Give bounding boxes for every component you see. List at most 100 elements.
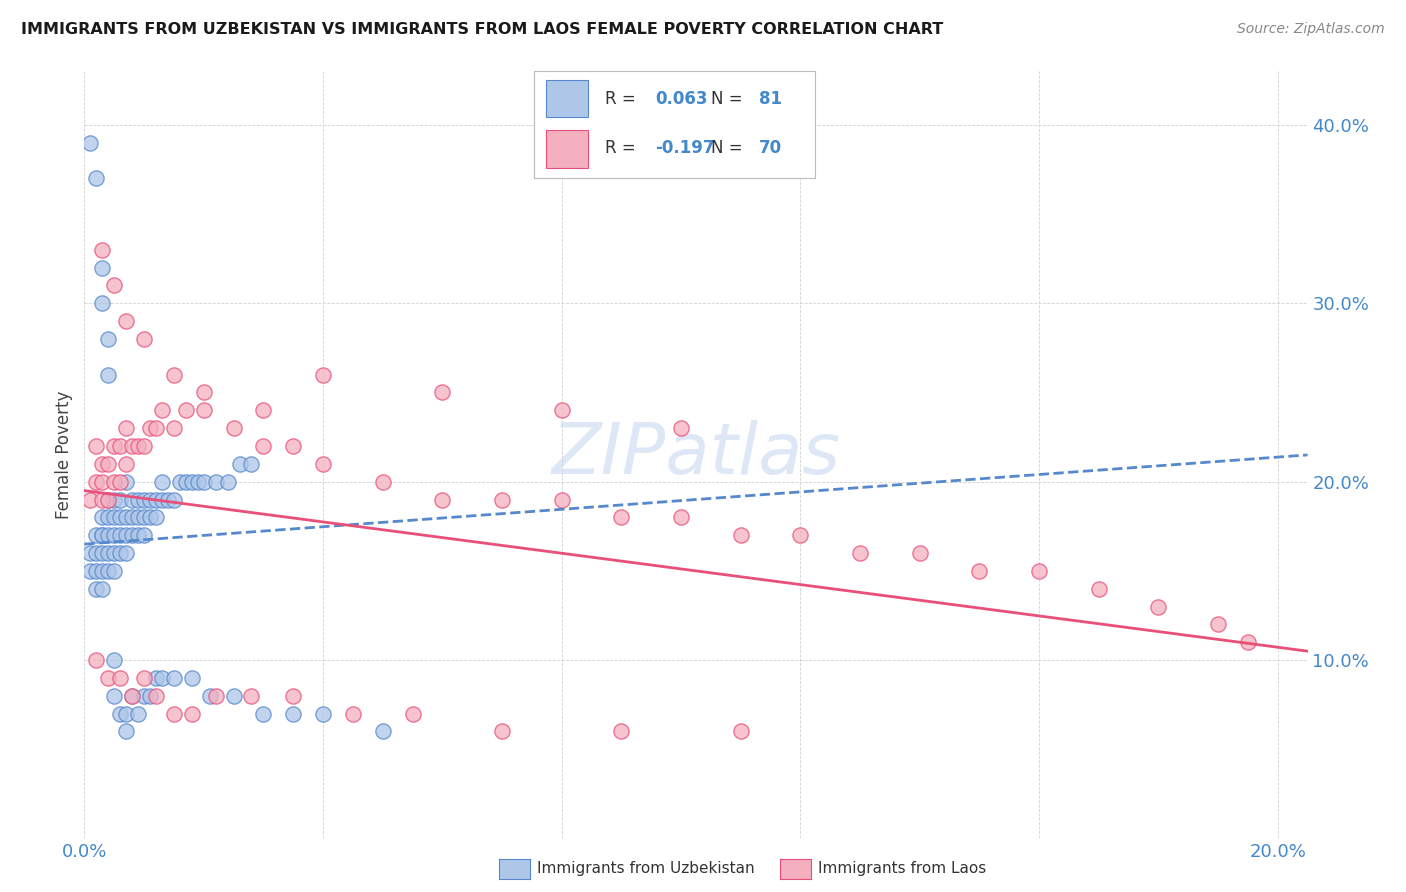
Point (132, 492, 155, 507)
Point (108, 475, 131, 489)
Point (84, 171, 107, 186)
Point (97, 368, 120, 382)
Text: N =: N = (711, 90, 748, 108)
Point (139, 492, 162, 507)
Point (551, 403, 574, 417)
Point (198, 689, 221, 703)
Point (108, 492, 131, 507)
Text: Immigrants from Laos: Immigrants from Laos (818, 862, 987, 876)
Point (342, 706, 364, 721)
Text: Immigrants from Uzbekistan: Immigrants from Uzbekistan (537, 862, 755, 876)
Point (669, 510, 692, 524)
Point (127, 439, 149, 453)
Point (174, 475, 197, 489)
Point (97, 332, 120, 346)
Point (97, 564, 120, 578)
Point (1237, 635, 1260, 649)
Point (180, 475, 202, 489)
Point (150, 403, 173, 417)
Point (103, 546, 125, 560)
Point (103, 528, 125, 542)
Bar (546, 80, 588, 118)
Point (222, 689, 245, 703)
Point (432, 385, 454, 400)
Y-axis label: Female Poverty: Female Poverty (55, 391, 73, 519)
Point (401, 706, 423, 721)
Point (150, 492, 173, 507)
Point (312, 457, 335, 471)
Point (789, 528, 811, 542)
Point (127, 528, 149, 542)
Point (103, 439, 125, 453)
Point (139, 421, 162, 435)
Point (491, 724, 513, 739)
Point (193, 475, 215, 489)
Point (115, 528, 138, 542)
Point (139, 689, 162, 703)
Bar (546, 130, 588, 168)
Point (97, 671, 120, 685)
Point (145, 689, 167, 703)
Point (283, 689, 305, 703)
Point (79, 136, 101, 150)
Point (127, 706, 149, 721)
Point (252, 439, 274, 453)
Point (91, 528, 114, 542)
Point (115, 706, 138, 721)
Point (204, 475, 226, 489)
Point (283, 439, 305, 453)
Point (108, 528, 131, 542)
Point (132, 528, 155, 542)
Point (97, 492, 120, 507)
Point (969, 564, 991, 578)
Point (180, 671, 202, 685)
Text: IMMIGRANTS FROM UZBEKISTAN VS IMMIGRANTS FROM LAOS FEMALE POVERTY CORRELATION CH: IMMIGRANTS FROM UZBEKISTAN VS IMMIGRANTS… (21, 22, 943, 37)
Point (115, 457, 138, 471)
Point (730, 724, 752, 739)
Point (193, 403, 215, 417)
Point (121, 689, 143, 703)
Text: 81: 81 (759, 90, 782, 108)
Text: 0.063: 0.063 (655, 90, 707, 108)
Point (108, 510, 131, 524)
Point (115, 546, 138, 560)
Point (127, 492, 149, 507)
Point (228, 457, 250, 471)
Point (115, 724, 138, 739)
Point (169, 475, 191, 489)
Point (121, 528, 143, 542)
Point (193, 385, 215, 400)
Point (312, 706, 335, 721)
Point (115, 421, 138, 435)
Point (145, 421, 167, 435)
Point (163, 368, 186, 382)
Point (103, 510, 125, 524)
Point (91, 260, 114, 275)
Point (139, 510, 162, 524)
Point (222, 421, 245, 435)
Text: R =: R = (605, 90, 641, 108)
Point (121, 492, 143, 507)
Point (610, 510, 633, 524)
Point (91, 492, 114, 507)
Point (84, 564, 107, 578)
Point (108, 671, 131, 685)
Point (132, 689, 155, 703)
Point (97, 457, 120, 471)
Point (103, 564, 125, 578)
Point (121, 689, 143, 703)
Point (145, 510, 167, 524)
Point (204, 689, 226, 703)
Point (551, 492, 574, 507)
Point (283, 706, 305, 721)
Point (97, 492, 120, 507)
Point (91, 243, 114, 257)
Point (108, 439, 131, 453)
Point (163, 706, 186, 721)
Point (1087, 582, 1109, 596)
Point (91, 475, 114, 489)
Text: -0.197: -0.197 (655, 139, 714, 157)
Point (1147, 599, 1170, 614)
Point (103, 689, 125, 703)
Point (127, 510, 149, 524)
